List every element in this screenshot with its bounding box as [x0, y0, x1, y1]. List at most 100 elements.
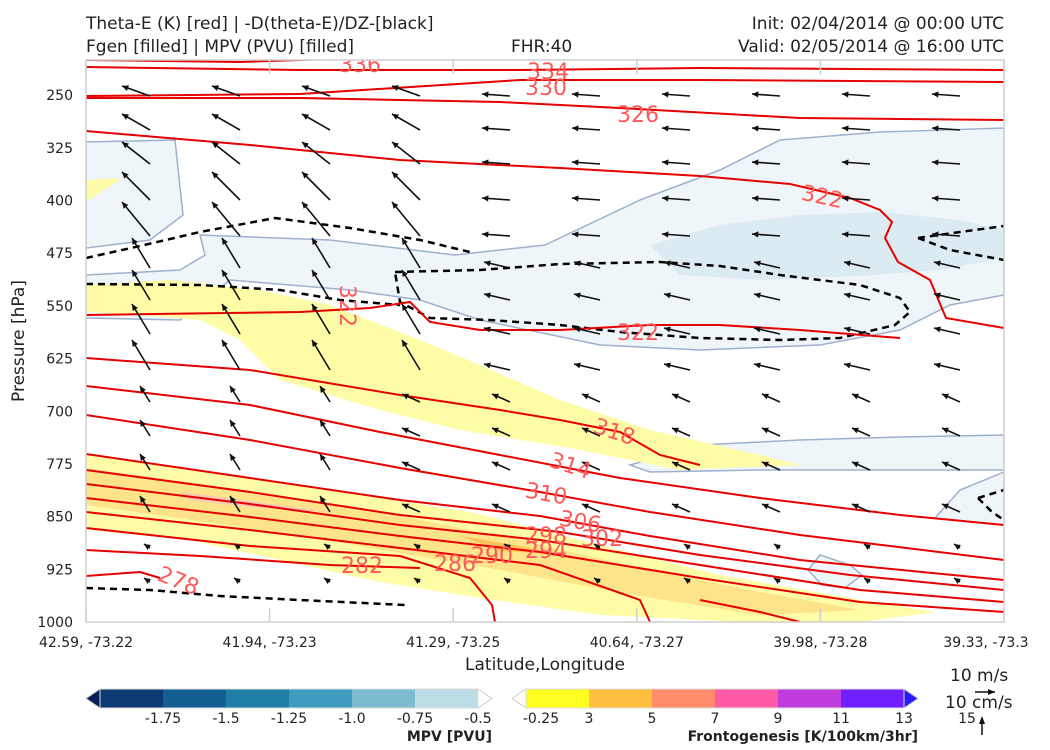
wind-vector-head: [942, 461, 949, 468]
y-tick-label: 250: [46, 88, 73, 104]
y-tick-label: 550: [46, 299, 73, 315]
theta-e-label: 334: [527, 60, 569, 85]
wind-vector-head: [752, 125, 759, 132]
theta-e-label: 336: [339, 53, 381, 78]
colorbar-tick-label: -1.75: [145, 711, 181, 727]
theta-e-label: 282: [341, 554, 383, 579]
wind-vector-head: [594, 578, 601, 585]
x-tick-label: 39.98, -73.28: [773, 635, 867, 651]
wind-vector-head: [402, 270, 408, 277]
colorbar-tick-label: -1.0: [338, 711, 365, 727]
wind-vector-head: [484, 326, 491, 333]
wind-vector-head: [482, 125, 489, 132]
theta-e-278: [86, 570, 161, 579]
colorbar-tick-label: 15: [958, 711, 976, 727]
wind-vector-head: [312, 304, 318, 311]
wind-vector-head: [302, 114, 309, 120]
colorbar-extend-high: [903, 688, 919, 709]
wind-vector-head: [574, 326, 581, 333]
wind-vector-head: [132, 340, 138, 347]
wind-vector-head: [754, 362, 761, 369]
wind-vector-head: [842, 195, 849, 202]
dashed-contour-3: [393, 260, 912, 342]
wind-vector-head: [122, 202, 129, 209]
theta-e-label: 298: [525, 524, 567, 549]
fgen-colorbar-label: Frontogenesis [K/100km/3hr]: [688, 729, 918, 745]
wind-vector-head: [392, 202, 399, 209]
y-axis-label: Pressure [hPa]: [9, 280, 29, 402]
wind-vector-head: [482, 159, 489, 166]
wind-vector-head: [492, 427, 499, 434]
wind-vector-head: [140, 454, 146, 461]
wind-vector-head: [572, 159, 579, 166]
wind-vector-head: [594, 544, 601, 551]
y-axis-ticks: 250 325 400 475 550 625 700 775 850 925 1000: [37, 88, 73, 631]
colorbar-tick-label: -0.5: [464, 711, 491, 727]
init-time: Init: 02/04/2014 @ 00:00 UTC: [751, 14, 1004, 34]
colorbar-segment: [163, 689, 227, 708]
wind-vector-head: [762, 461, 769, 468]
theta-e-label: 290: [471, 544, 513, 569]
wind-vector: [211, 171, 241, 201]
wind-vector-head: [402, 340, 408, 347]
x-tick-label: 39.33, -73.3: [943, 635, 1028, 651]
theta-e-300s: [699, 599, 801, 622]
wind-vector-head: [482, 91, 489, 98]
wind-vector-head: [392, 142, 399, 149]
dashed-contour-4: [917, 224, 1004, 262]
wind-vector-head: [582, 393, 589, 400]
wind-vector-head: [662, 125, 669, 132]
wind-vector-head: [402, 304, 408, 311]
colorbar-extend-low: [511, 688, 527, 709]
wind-vector-head: [572, 125, 579, 132]
wind-vector-head: [664, 292, 671, 299]
wind-vector-head: [932, 231, 939, 238]
wind-vector-head: [662, 91, 669, 98]
theta-e-294: [86, 497, 1004, 613]
wind-vector-head: [572, 91, 579, 98]
wind-ref-horizontal-arrowhead: [988, 689, 995, 695]
dashed-contour-2: [86, 282, 401, 307]
colorbar-extend-high: [477, 688, 493, 709]
filled-fields: [86, 127, 1004, 622]
wind-vector-head: [492, 503, 499, 510]
wind-vector-head: [582, 427, 589, 434]
wind-vector-head: [320, 454, 326, 461]
wind-vector-head: [574, 292, 581, 299]
wind-vector-head: [140, 420, 146, 427]
theta-e-330: [86, 79, 1004, 97]
y-tick-label: 775: [46, 457, 73, 473]
chart-title-line2: Fgen [filled] | MPV (PVU) [filled]: [86, 37, 355, 57]
colorbar-segment: [715, 689, 779, 708]
theta-e-label: 326: [617, 103, 659, 128]
theta-e-label: 322: [334, 285, 359, 327]
x-tick-label: 40.64, -73.27: [590, 635, 684, 651]
wind-vector-head: [932, 159, 939, 166]
wind-vector: [121, 201, 151, 237]
wind-vector-head: [230, 420, 236, 427]
wind-vector-head: [754, 260, 761, 267]
theta-e-322-upper: [86, 130, 1004, 329]
wind-vector-head: [484, 260, 491, 267]
wind-vector-head: [212, 85, 219, 91]
x-tick-label: 42.59, -73.22: [39, 635, 133, 651]
wind-vector-head: [572, 231, 579, 238]
colorbar-segment: [778, 689, 842, 708]
wind-vector-head: [122, 85, 129, 91]
wind-vector-head: [320, 386, 326, 393]
theta-e-334: [86, 66, 1004, 71]
wind-vector-head: [664, 362, 671, 369]
theta-e-label: 330: [525, 76, 567, 101]
colorbar-segment: [652, 689, 716, 708]
wind-vector-head: [402, 503, 409, 510]
frontogenesis-colorbar: 3 5 7 9 11 13 15: [511, 688, 976, 727]
wind-vector-head: [672, 393, 679, 400]
mpv-fill-right: [933, 471, 1004, 526]
wind-vector-head: [672, 427, 679, 434]
colorbar-segment: [841, 689, 905, 708]
wind-vector-head: [222, 238, 228, 245]
fgen-fill-orange: [86, 468, 860, 615]
wind-vector-head: [852, 461, 859, 468]
wind-vector-head: [320, 420, 326, 427]
